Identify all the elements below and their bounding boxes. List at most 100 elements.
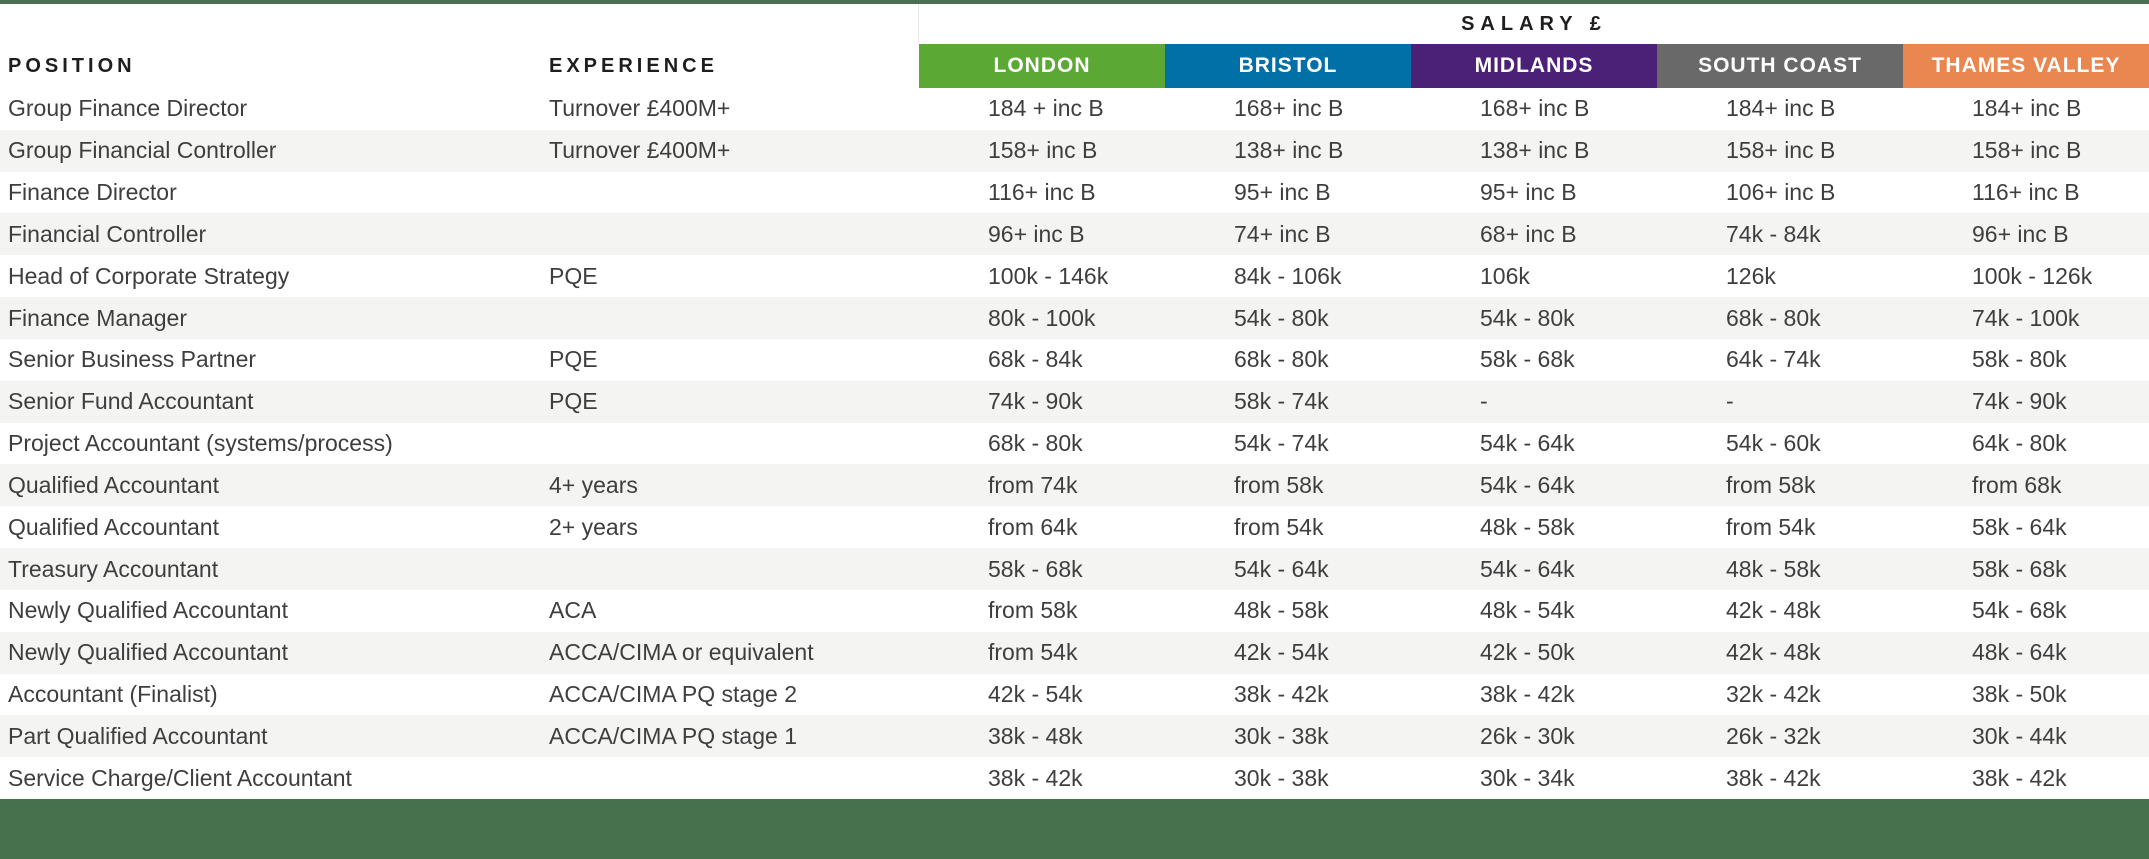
- position-cell: Group Financial Controller: [8, 137, 277, 164]
- salary-cell-thames-valley: 116+ inc B: [1972, 179, 2080, 206]
- position-cell: Senior Business Partner: [8, 346, 257, 373]
- salary-cell-thames-valley: 74k - 90k: [1972, 388, 2067, 415]
- position-cell: Qualified Accountant: [8, 471, 219, 498]
- salary-cell-thames-valley: 58k - 80k: [1972, 346, 2067, 373]
- salary-cell-london: 158+ inc B: [988, 137, 1098, 164]
- salary-cell-thames-valley: 184+ inc B: [1972, 95, 2082, 122]
- salary-cell-midlands: 54k - 64k: [1480, 555, 1575, 582]
- table-row: Senior Fund Accountant PQE 74k - 90k 58k - …: [0, 380, 2149, 423]
- salary-cell-london: from 58k: [988, 597, 1078, 624]
- salary-cell-bristol: 54k - 64k: [1234, 555, 1329, 582]
- salary-cell-bristol: 54k - 74k: [1234, 430, 1329, 457]
- salary-cell-bristol: 38k - 42k: [1234, 681, 1329, 707]
- salary-cell-london: 100k - 146k: [988, 262, 1109, 289]
- salary-cell-midlands: 38k - 42k: [1480, 681, 1575, 707]
- region-header-midlands: MIDLANDS: [1411, 44, 1657, 88]
- position-cell: Senior Fund Accountant: [8, 388, 254, 415]
- salary-cell-south-coast: 42k - 48k: [1726, 639, 1821, 666]
- salary-cell-bristol: 42k - 54k: [1234, 639, 1329, 666]
- salary-cell-bristol: from 58k: [1234, 471, 1324, 498]
- top-rule: [0, 0, 2149, 4]
- salary-cell-midlands: 48k - 54k: [1480, 597, 1575, 624]
- salary-cell-thames-valley: from 68k: [1972, 471, 2062, 498]
- table-row: Finance Manager 80k - 100k 54k - 80k 54k - …: [0, 297, 2149, 339]
- salary-cell-thames-valley: 64k - 80k: [1972, 430, 2067, 457]
- salary-cell-midlands: 54k - 64k: [1480, 471, 1575, 498]
- salary-cell-bristol: 168+ inc B: [1234, 95, 1344, 122]
- salary-cell-south-coast: 74k - 84k: [1726, 220, 1821, 247]
- salary-cell-south-coast: 32k - 42k: [1726, 681, 1821, 707]
- table-row: Senior Business Partner PQE 68k - 84k 68k -…: [0, 339, 2149, 381]
- position-cell: Newly Qualified Accountant: [8, 597, 288, 624]
- table-row: Newly Qualified Accountant ACA from 58k 48k…: [0, 590, 2149, 632]
- salary-cell-bristol: 74+ inc B: [1234, 220, 1331, 247]
- salary-cell-bristol: from 54k: [1234, 513, 1324, 540]
- experience-cell: ACCA/CIMA PQ stage 2: [549, 681, 797, 707]
- position-cell: Part Qualified Accountant: [8, 722, 268, 749]
- salary-cell-midlands: 168+ inc B: [1480, 95, 1590, 122]
- experience-cell: Turnover £400M+: [549, 137, 731, 164]
- experience-cell: 2+ years: [549, 513, 638, 540]
- salary-cell-bristol: 48k - 58k: [1234, 597, 1329, 624]
- salary-cell-london: 80k - 100k: [988, 304, 1096, 331]
- table-row: Accountant (Finalist) ACCA/CIMA PQ stage …: [0, 674, 2149, 716]
- experience-cell: ACA: [549, 597, 597, 624]
- salary-cell-thames-valley: 74k - 100k: [1972, 304, 2080, 331]
- position-cell: Group Finance Director: [8, 95, 248, 122]
- salary-cell-bristol: 68k - 80k: [1234, 346, 1329, 373]
- salary-cell-south-coast: 64k - 74k: [1726, 346, 1821, 373]
- experience-cell: Turnover £400M+: [549, 95, 731, 122]
- salary-cell-midlands: 106k: [1480, 262, 1530, 289]
- position-cell: Project Accountant (systems/process): [8, 430, 393, 457]
- salary-cell-midlands: 138+ inc B: [1480, 137, 1590, 164]
- salary-cell-london: 58k - 68k: [988, 555, 1083, 582]
- salary-cell-south-coast: 38k - 42k: [1726, 764, 1821, 791]
- salary-group-header: SALARY £: [1461, 12, 1607, 35]
- table-row: Project Accountant (systems/process) 68k …: [0, 423, 2149, 465]
- salary-cell-london: from 54k: [988, 639, 1078, 666]
- salary-cell-london: 74k - 90k: [988, 388, 1083, 415]
- salary-cell-london: from 74k: [988, 471, 1078, 498]
- salary-cell-london: from 64k: [988, 513, 1078, 540]
- salary-cell-south-coast: from 54k: [1726, 513, 1816, 540]
- table-row: Treasury Accountant 58k - 68k 54k - 64k 54k…: [0, 548, 2149, 590]
- salary-cell-bristol: 30k - 38k: [1234, 764, 1329, 791]
- table-body: Group Finance Director Turnover £400M+ 184…: [0, 88, 2149, 799]
- salary-cell-south-coast: 126k: [1726, 262, 1776, 289]
- table-row: Qualified Accountant 4+ years from 74k from…: [0, 464, 2149, 507]
- position-cell: Finance Manager: [8, 304, 187, 331]
- position-cell: Newly Qualified Accountant: [8, 639, 288, 666]
- experience-cell: 4+ years: [549, 471, 638, 498]
- experience-cell: PQE: [549, 346, 598, 373]
- salary-cell-london: 42k - 54k: [988, 681, 1083, 707]
- salary-cell-london: 96+ inc B: [988, 220, 1085, 247]
- position-cell: Financial Controller: [8, 220, 207, 247]
- salary-cell-thames-valley: 30k - 44k: [1972, 722, 2067, 749]
- salary-cell-south-coast: from 58k: [1726, 471, 1816, 498]
- salary-cell-midlands: -: [1480, 388, 1488, 415]
- table-row: Part Qualified Accountant ACCA/CIMA PQ st…: [0, 715, 2149, 758]
- salary-cell-midlands: 58k - 68k: [1480, 346, 1575, 373]
- header-divider: [918, 4, 919, 44]
- salary-cell-south-coast: 184+ inc B: [1726, 95, 1836, 122]
- salary-cell-thames-valley: 100k - 126k: [1972, 262, 2093, 289]
- experience-cell: ACCA/CIMA or equivalent: [549, 639, 814, 666]
- salary-cell-thames-valley: 38k - 42k: [1972, 764, 2067, 791]
- salary-cell-midlands: 54k - 64k: [1480, 430, 1575, 457]
- experience-cell: ACCA/CIMA PQ stage 1: [549, 722, 797, 749]
- experience-cell: PQE: [549, 262, 598, 289]
- salary-cell-south-coast: 42k - 48k: [1726, 597, 1821, 624]
- salary-cell-bristol: 84k - 106k: [1234, 262, 1342, 289]
- table-row: Financial Controller 96+ inc B 74+ inc B 68…: [0, 213, 2149, 256]
- salary-cell-thames-valley: 96+ inc B: [1972, 220, 2069, 247]
- salary-cell-bristol: 138+ inc B: [1234, 137, 1344, 164]
- column-header-position: POSITION: [8, 55, 136, 77]
- salary-cell-thames-valley: 38k - 50k: [1972, 681, 2067, 707]
- table-row: Newly Qualified Accountant ACCA/CIMA or e…: [0, 631, 2149, 674]
- experience-cell: PQE: [549, 388, 598, 415]
- salary-cell-bristol: 54k - 80k: [1234, 304, 1329, 331]
- salary-cell-thames-valley: 54k - 68k: [1972, 597, 2067, 624]
- table-row: Group Finance Director Turnover £400M+ 184…: [0, 88, 2149, 130]
- salary-cell-london: 38k - 48k: [988, 722, 1083, 749]
